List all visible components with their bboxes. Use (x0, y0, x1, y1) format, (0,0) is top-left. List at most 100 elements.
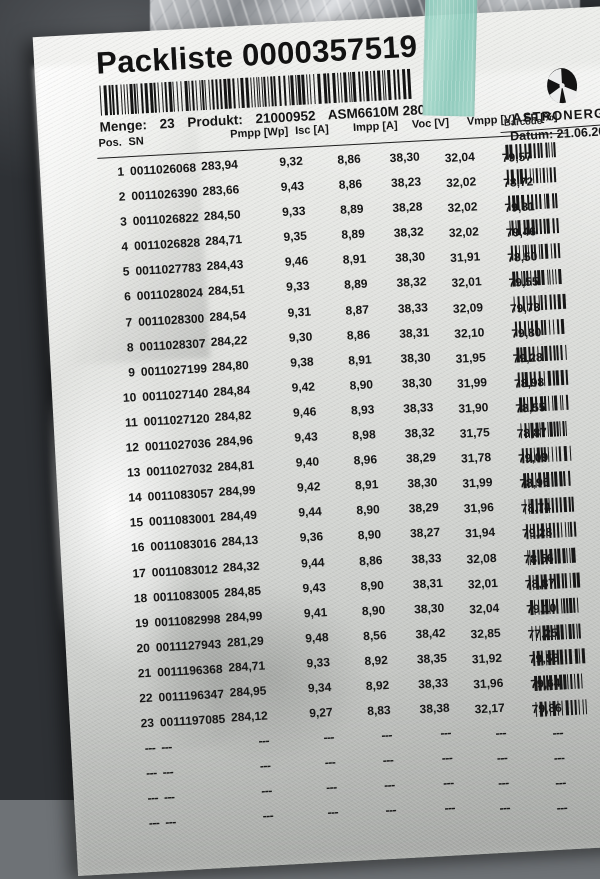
cell-pos: 18 (133, 590, 148, 606)
cell-vmpp: 31,91 (449, 249, 481, 266)
row-barcode (520, 420, 573, 439)
cell-pmpp: 284,22 (210, 332, 248, 349)
cell-vmpp: 32,01 (467, 575, 499, 592)
cell-impp: 8,92 (365, 677, 390, 694)
cell-voc: --- (442, 775, 455, 791)
cell-sn: 0011197085 (159, 711, 226, 730)
cell-vmpp: 32,08 (466, 550, 497, 567)
cell-sn: 0011027140 (141, 386, 209, 404)
title-label: Packliste (95, 38, 235, 81)
cell-pos: 7 (125, 314, 133, 330)
cell-sn: 0011196368 (156, 661, 223, 680)
cell-pos: 10 (122, 389, 137, 405)
cell-vmpp: 32,04 (444, 149, 476, 166)
row-barcode (505, 142, 558, 160)
cell-voc: 38,30 (394, 249, 426, 266)
cell-isc: 9,41 (303, 604, 328, 621)
cell-pmpp: 284,81 (217, 458, 255, 474)
cell-impp: 8,86 (358, 552, 383, 568)
cell-pmpp: 284,51 (207, 282, 246, 299)
cell-sn: 0011028024 (136, 285, 204, 304)
cell-impp: 8,87 (345, 302, 370, 318)
cell-pos: 19 (134, 615, 149, 631)
cell-isc: --- (323, 730, 335, 745)
cell-sn: 0011082998 (154, 611, 221, 630)
cell-pos: --- (144, 740, 156, 756)
cell-pmpp: 284,99 (225, 608, 263, 625)
cell-pos: 3 (119, 214, 128, 229)
cell-isc: 9,33 (281, 203, 306, 220)
cell-vmpp: 32,01 (451, 274, 482, 291)
cell-sn: 0011083005 (152, 586, 220, 605)
cell-vmpp: 32,85 (470, 625, 501, 642)
cell-pos: 16 (130, 540, 145, 556)
produkt-label: Produkt: (186, 111, 244, 130)
cell-impp: 8,89 (343, 276, 368, 293)
cell-impp: --- (382, 753, 394, 768)
teal-tape-strip (422, 0, 478, 117)
cell-isc: 9,35 (283, 228, 308, 245)
cell-isc: --- (324, 755, 336, 770)
cell-vmpp: 31,96 (463, 500, 495, 516)
table-body: 10011026068283,949,328,8638,3032,0479,57… (98, 133, 600, 838)
cell-vmpp: 31,75 (459, 425, 491, 441)
cell-pmpp: 284,50 (203, 207, 241, 224)
cell-sn: --- (162, 764, 174, 780)
barcode-column-header: Barcode (503, 115, 543, 129)
cell-voc: --- (444, 800, 456, 816)
cell-sn: --- (163, 790, 175, 805)
cell-pmpp: --- (260, 783, 273, 799)
cell-vmpp: 32,17 (474, 700, 506, 717)
cell-voc: 38,33 (411, 550, 442, 566)
cell-pmpp: 284,84 (213, 382, 251, 399)
cell-pmpp: 284,49 (219, 508, 258, 525)
cell-isc: --- (327, 805, 339, 820)
cell-vmpp: --- (496, 750, 508, 766)
row-barcode (521, 445, 575, 464)
cell-vmpp: 31,95 (455, 349, 487, 366)
cell-vmpp: 31,92 (471, 650, 503, 667)
row-barcode (506, 167, 560, 186)
cell-sn: 0011026828 (133, 235, 201, 254)
brand-block: ASTRONERGY Datum: 21.06.2018 (505, 64, 600, 144)
cell-pmpp: --- (258, 733, 270, 749)
cell-pmpp: 283,66 (202, 182, 240, 199)
cell-isc: 9,32 (279, 153, 304, 170)
cell-pmpp: 284,13 (221, 533, 259, 550)
cell-pos: 2 (118, 189, 126, 204)
row-barcode (528, 572, 582, 591)
cell-isc: 9,43 (293, 429, 319, 445)
cell-impp: 8,86 (346, 327, 371, 343)
cell-sn: 0011127943 (155, 636, 222, 655)
row-barcode (525, 521, 579, 540)
cell-voc: 38,33 (417, 675, 449, 692)
cell-pmpp: 284,43 (206, 257, 244, 274)
cell-vmpp: 31,90 (457, 400, 489, 416)
cell-impp: 8,56 (362, 627, 387, 643)
cell-voc: 38,30 (389, 149, 421, 166)
row-barcode (514, 319, 568, 337)
cell-pos: 13 (126, 465, 141, 480)
cell-sn: 0011083016 (150, 536, 217, 554)
cell-pmpp: 284,95 (229, 683, 267, 700)
menge-label: Menge: (99, 117, 148, 135)
cell-impp: 8,92 (364, 652, 389, 669)
cell-isc: 9,27 (308, 705, 334, 721)
cell-voc: 38,31 (412, 575, 444, 592)
packing-list-paper: Packliste 0000357519 Menge: 23 Produkt: … (32, 5, 600, 876)
cell-isc: 9,46 (284, 254, 309, 270)
cell-pos: 8 (126, 339, 134, 355)
cell-impp: --- (383, 778, 396, 793)
cell-vmpp: 32,10 (453, 324, 485, 341)
cell-voc: 38,33 (402, 400, 434, 416)
cell-voc: 38,29 (405, 450, 437, 466)
cell-pos: 14 (128, 490, 143, 505)
cell-pos: --- (145, 765, 158, 781)
cell-isc: 9,46 (292, 404, 317, 420)
cell-sn: 0011196347 (158, 686, 225, 705)
cell-pmpp: 284,80 (211, 357, 250, 374)
cell-pos: 20 (136, 640, 151, 656)
cell-voc: 38,30 (401, 374, 433, 391)
cell-pos: 22 (138, 690, 153, 706)
cell-isc: 9,33 (285, 279, 310, 295)
